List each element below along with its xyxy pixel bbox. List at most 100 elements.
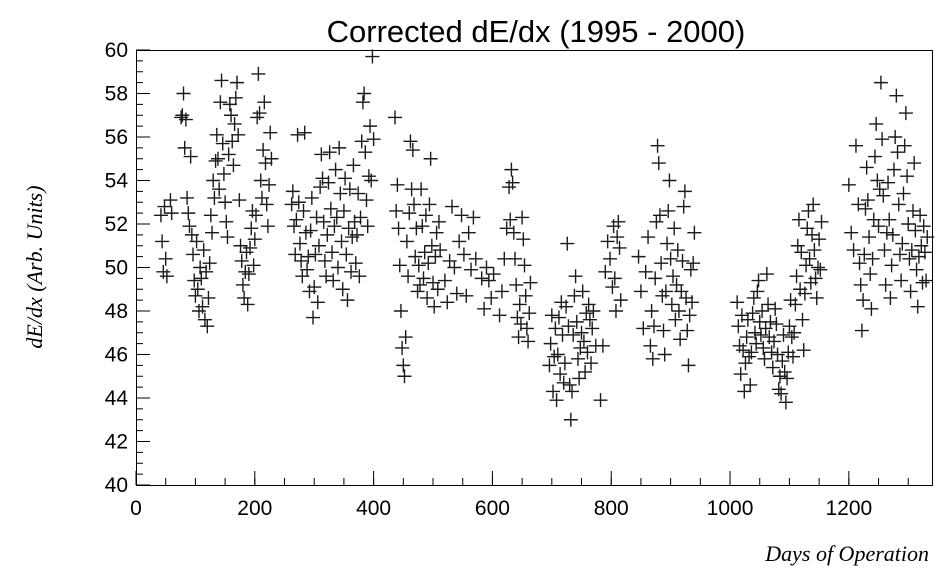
data-point [336, 203, 351, 218]
data-point [155, 234, 170, 249]
data-point [902, 251, 917, 266]
chart-title: Corrected dE/dx (1995 - 2000) [327, 14, 746, 49]
data-point [445, 199, 460, 214]
data-point [313, 180, 328, 195]
x-tick-label: 800 [594, 497, 629, 520]
data-point [739, 330, 754, 345]
data-point [186, 247, 201, 262]
data-point [321, 175, 336, 190]
data-point [296, 203, 311, 218]
data-point [339, 247, 354, 262]
data-point [340, 293, 355, 308]
data-point [504, 162, 519, 177]
data-point [405, 143, 420, 158]
data-point [550, 347, 565, 362]
data-point [263, 125, 278, 140]
data-point [421, 256, 436, 271]
data-point [560, 236, 575, 251]
data-point [304, 190, 319, 205]
data-point [398, 330, 413, 345]
data-point [353, 210, 368, 225]
data-point [344, 264, 359, 279]
data-point [464, 262, 479, 277]
data-point [346, 158, 361, 173]
data-point [431, 214, 446, 229]
data-point [301, 249, 316, 264]
data-point [878, 277, 893, 292]
y-tick-label: 54 [105, 170, 129, 193]
data-point [853, 277, 868, 292]
data-point [807, 243, 822, 258]
data-point [215, 136, 230, 151]
data-point [872, 182, 887, 197]
data-point [390, 177, 405, 192]
data-point [222, 97, 237, 112]
data-point [437, 273, 452, 288]
data-point [391, 221, 406, 236]
data-point [292, 236, 307, 251]
data-point [567, 288, 582, 303]
data-point [449, 286, 464, 301]
data-point [521, 334, 536, 349]
data-point [303, 223, 318, 238]
data-point [860, 193, 875, 208]
data-point [440, 295, 455, 310]
data-point [873, 75, 888, 90]
data-point [573, 340, 588, 355]
y-tick-label: 44 [105, 387, 129, 410]
data-point [885, 227, 900, 242]
data-point [559, 299, 574, 314]
data-point [814, 214, 829, 229]
data-point [731, 319, 746, 334]
y-tick-label: 52 [105, 213, 128, 236]
data-point [206, 173, 221, 188]
data-point [522, 306, 537, 321]
data-point [366, 132, 381, 147]
data-point [736, 343, 751, 358]
data-point [157, 199, 172, 214]
data-point [207, 190, 222, 205]
data-point [195, 299, 210, 314]
data-point [216, 166, 231, 181]
data-point [871, 219, 886, 234]
data-point [412, 277, 427, 292]
data-point [862, 230, 877, 245]
data-point [221, 147, 236, 162]
data-point [422, 197, 437, 212]
data-point [544, 308, 559, 323]
data-point [569, 314, 584, 329]
data-point [484, 290, 499, 305]
data-point [289, 212, 304, 227]
data-point [433, 243, 448, 258]
data-point [877, 243, 892, 258]
data-point [205, 225, 220, 240]
data-point [334, 234, 349, 249]
data-point [203, 208, 218, 223]
data-point [218, 195, 233, 210]
data-point [523, 275, 538, 290]
data-point [393, 304, 408, 318]
data-point [666, 269, 681, 284]
data-point [309, 210, 324, 225]
data-point [214, 73, 229, 88]
data-point [553, 367, 568, 382]
data-point [238, 264, 253, 279]
data-point [392, 258, 407, 273]
data-point [651, 156, 666, 171]
data-point [764, 345, 779, 360]
data-point [657, 347, 672, 362]
data-point [181, 206, 196, 221]
data-point [759, 267, 774, 282]
data-point [863, 267, 878, 282]
axes: 0 200 400 600 800 1000 1200 40 42 44 46 48 50 52 54 56 5… [105, 39, 909, 520]
data-point [256, 143, 271, 158]
data-point [660, 236, 675, 251]
data-point [743, 377, 758, 392]
data-point [323, 201, 338, 216]
data-point [294, 253, 309, 268]
data-point [738, 356, 753, 371]
data-point [519, 321, 534, 336]
x-tick-label: 0 [130, 497, 142, 520]
data-point [547, 349, 562, 364]
